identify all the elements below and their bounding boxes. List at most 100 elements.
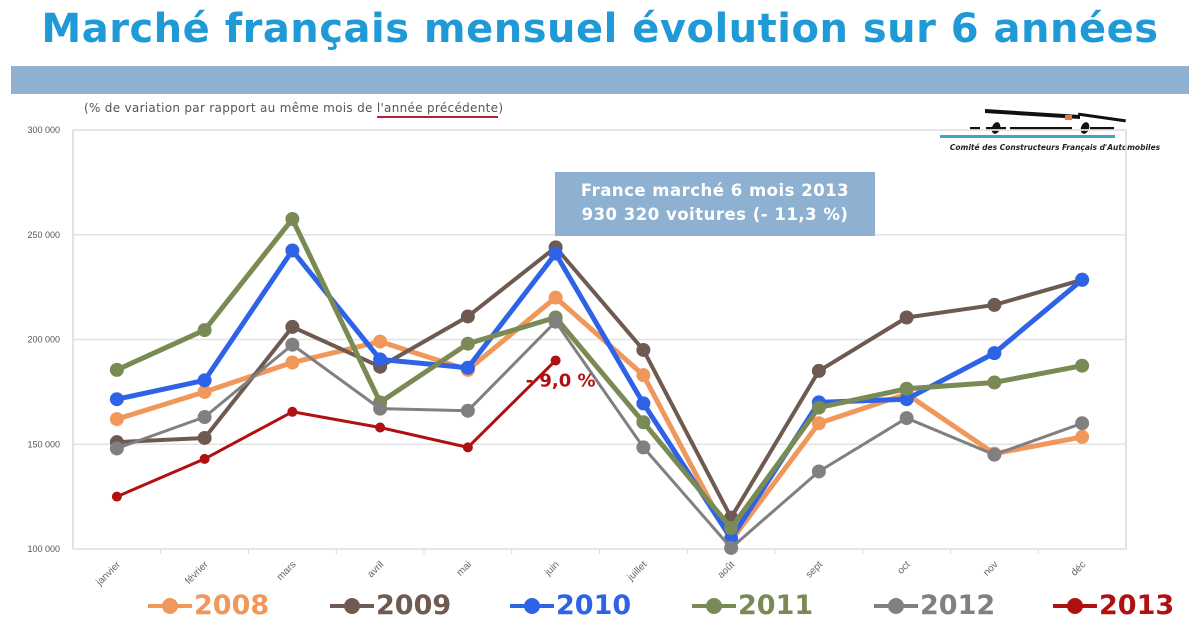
legend-label: 2008 — [194, 590, 270, 621]
data-point-2009 — [285, 319, 300, 334]
data-point-2013 — [550, 355, 561, 366]
data-point-2008 — [285, 355, 300, 370]
data-point-2011 — [197, 323, 212, 338]
x-tick-label: avril — [365, 559, 386, 580]
legend-item-2009: 2009 — [330, 590, 451, 621]
data-point-2011 — [987, 375, 1002, 390]
series-line-2012 — [116, 320, 1083, 550]
callout-box: France marché 6 mois 2013 930 320 voitur… — [555, 172, 875, 236]
data-point-2010 — [987, 346, 1002, 361]
data-point-2010 — [285, 243, 300, 258]
data-point-2011 — [899, 381, 914, 396]
x-tick-label: juillet — [625, 559, 650, 584]
y-tick-label: 250 000 — [27, 230, 60, 240]
legend-item-2012: 2012 — [874, 590, 995, 621]
data-point-2010 — [899, 392, 914, 407]
legend-item-2011: 2011 — [692, 590, 813, 621]
data-point-2012 — [724, 540, 739, 555]
data-point-2009 — [987, 297, 1002, 312]
chart-legend: 2008 2009 2010 2011 2012 2013 — [0, 590, 1200, 630]
data-point-2010 — [1075, 272, 1090, 287]
legend-label: 2010 — [556, 590, 632, 621]
data-point-2012 — [373, 401, 388, 416]
y-tick-label: 150 000 — [27, 439, 60, 449]
data-point-2013 — [287, 406, 298, 417]
series-line-2011 — [115, 216, 1083, 531]
legend-label: 2011 — [738, 590, 814, 621]
data-point-2008 — [197, 384, 212, 399]
data-point-2008 — [1075, 429, 1090, 444]
legend-label: 2009 — [376, 590, 452, 621]
series-line-2008 — [116, 295, 1083, 544]
data-point-2008 — [636, 368, 651, 383]
header-banner — [11, 66, 1189, 94]
x-tick-label: janvier — [94, 559, 124, 589]
data-point-2012 — [636, 440, 651, 455]
subtitle-underlined: l'année précédente — [376, 101, 499, 118]
chart-subtitle: (% de variation par rapport au même mois… — [84, 101, 503, 118]
x-tick-label: mai — [455, 559, 474, 578]
data-point-2012 — [109, 441, 124, 456]
legend-marker-icon — [330, 592, 374, 620]
series-line-2013 — [116, 359, 557, 499]
data-point-2010 — [373, 352, 388, 367]
data-point-2013 — [462, 442, 473, 453]
data-point-2011 — [460, 336, 475, 351]
y-tick-label: 300 000 — [27, 125, 60, 135]
legend-label: 2013 — [1099, 590, 1175, 621]
data-point-2011 — [1075, 358, 1090, 373]
x-tick-label: nov — [981, 559, 1000, 578]
data-point-2012 — [987, 447, 1002, 462]
data-point-2008 — [373, 334, 388, 349]
data-point-2012 — [548, 314, 563, 329]
x-tick-label: mars — [275, 559, 299, 583]
legend-marker-icon — [692, 592, 736, 620]
series-line-2009 — [116, 245, 1083, 520]
data-point-2012 — [197, 410, 212, 425]
x-tick-label: août — [716, 559, 738, 581]
data-point-2011 — [724, 521, 739, 536]
series-line-2010 — [116, 247, 1084, 542]
ccfa-logo-icon — [940, 109, 1126, 138]
annotation-label: - 9,0 % — [526, 370, 596, 391]
data-point-2009 — [811, 363, 826, 378]
legend-marker-icon — [874, 592, 918, 620]
legend-label: 2012 — [920, 590, 996, 621]
data-point-2008 — [109, 412, 124, 427]
data-point-2010 — [636, 396, 651, 411]
x-tick-label: sept — [804, 559, 825, 580]
data-point-2009 — [899, 310, 914, 325]
data-point-2010 — [197, 373, 212, 388]
callout-line-2: 930 320 voitures (- 11,3 %) — [581, 205, 849, 224]
data-point-2012 — [285, 337, 300, 352]
data-point-2013 — [199, 453, 210, 464]
legend-marker-icon — [148, 592, 192, 620]
data-point-2010 — [460, 360, 475, 375]
data-point-2012 — [899, 411, 914, 426]
y-tick-label: 200 000 — [27, 335, 60, 345]
y-tick-label: 100 000 — [27, 544, 60, 554]
legend-item-2013: 2013 — [1053, 590, 1174, 621]
data-point-2011 — [636, 415, 651, 430]
data-point-2011 — [285, 212, 300, 227]
legend-marker-icon — [1053, 592, 1097, 620]
x-tick-label: février — [183, 559, 211, 587]
data-point-2008 — [811, 416, 826, 431]
data-point-2008 — [548, 290, 563, 305]
x-tick-label: oct — [896, 559, 913, 576]
data-point-2012 — [811, 464, 826, 479]
data-point-2010 — [548, 246, 563, 261]
data-point-2011 — [811, 400, 826, 415]
data-point-2009 — [636, 342, 651, 357]
data-point-2010 — [109, 392, 124, 407]
data-point-2009 — [460, 309, 475, 324]
x-tick-label: juin — [542, 559, 562, 579]
data-point-2013 — [375, 422, 386, 433]
x-tick-label: déc — [1069, 559, 1088, 578]
data-point-2012 — [1075, 416, 1090, 431]
callout-line-1: France marché 6 mois 2013 — [580, 181, 850, 200]
page-title: Marché français mensuel évolution sur 6 … — [41, 6, 1159, 52]
legend-item-2010: 2010 — [510, 590, 631, 621]
data-point-2012 — [460, 403, 475, 418]
